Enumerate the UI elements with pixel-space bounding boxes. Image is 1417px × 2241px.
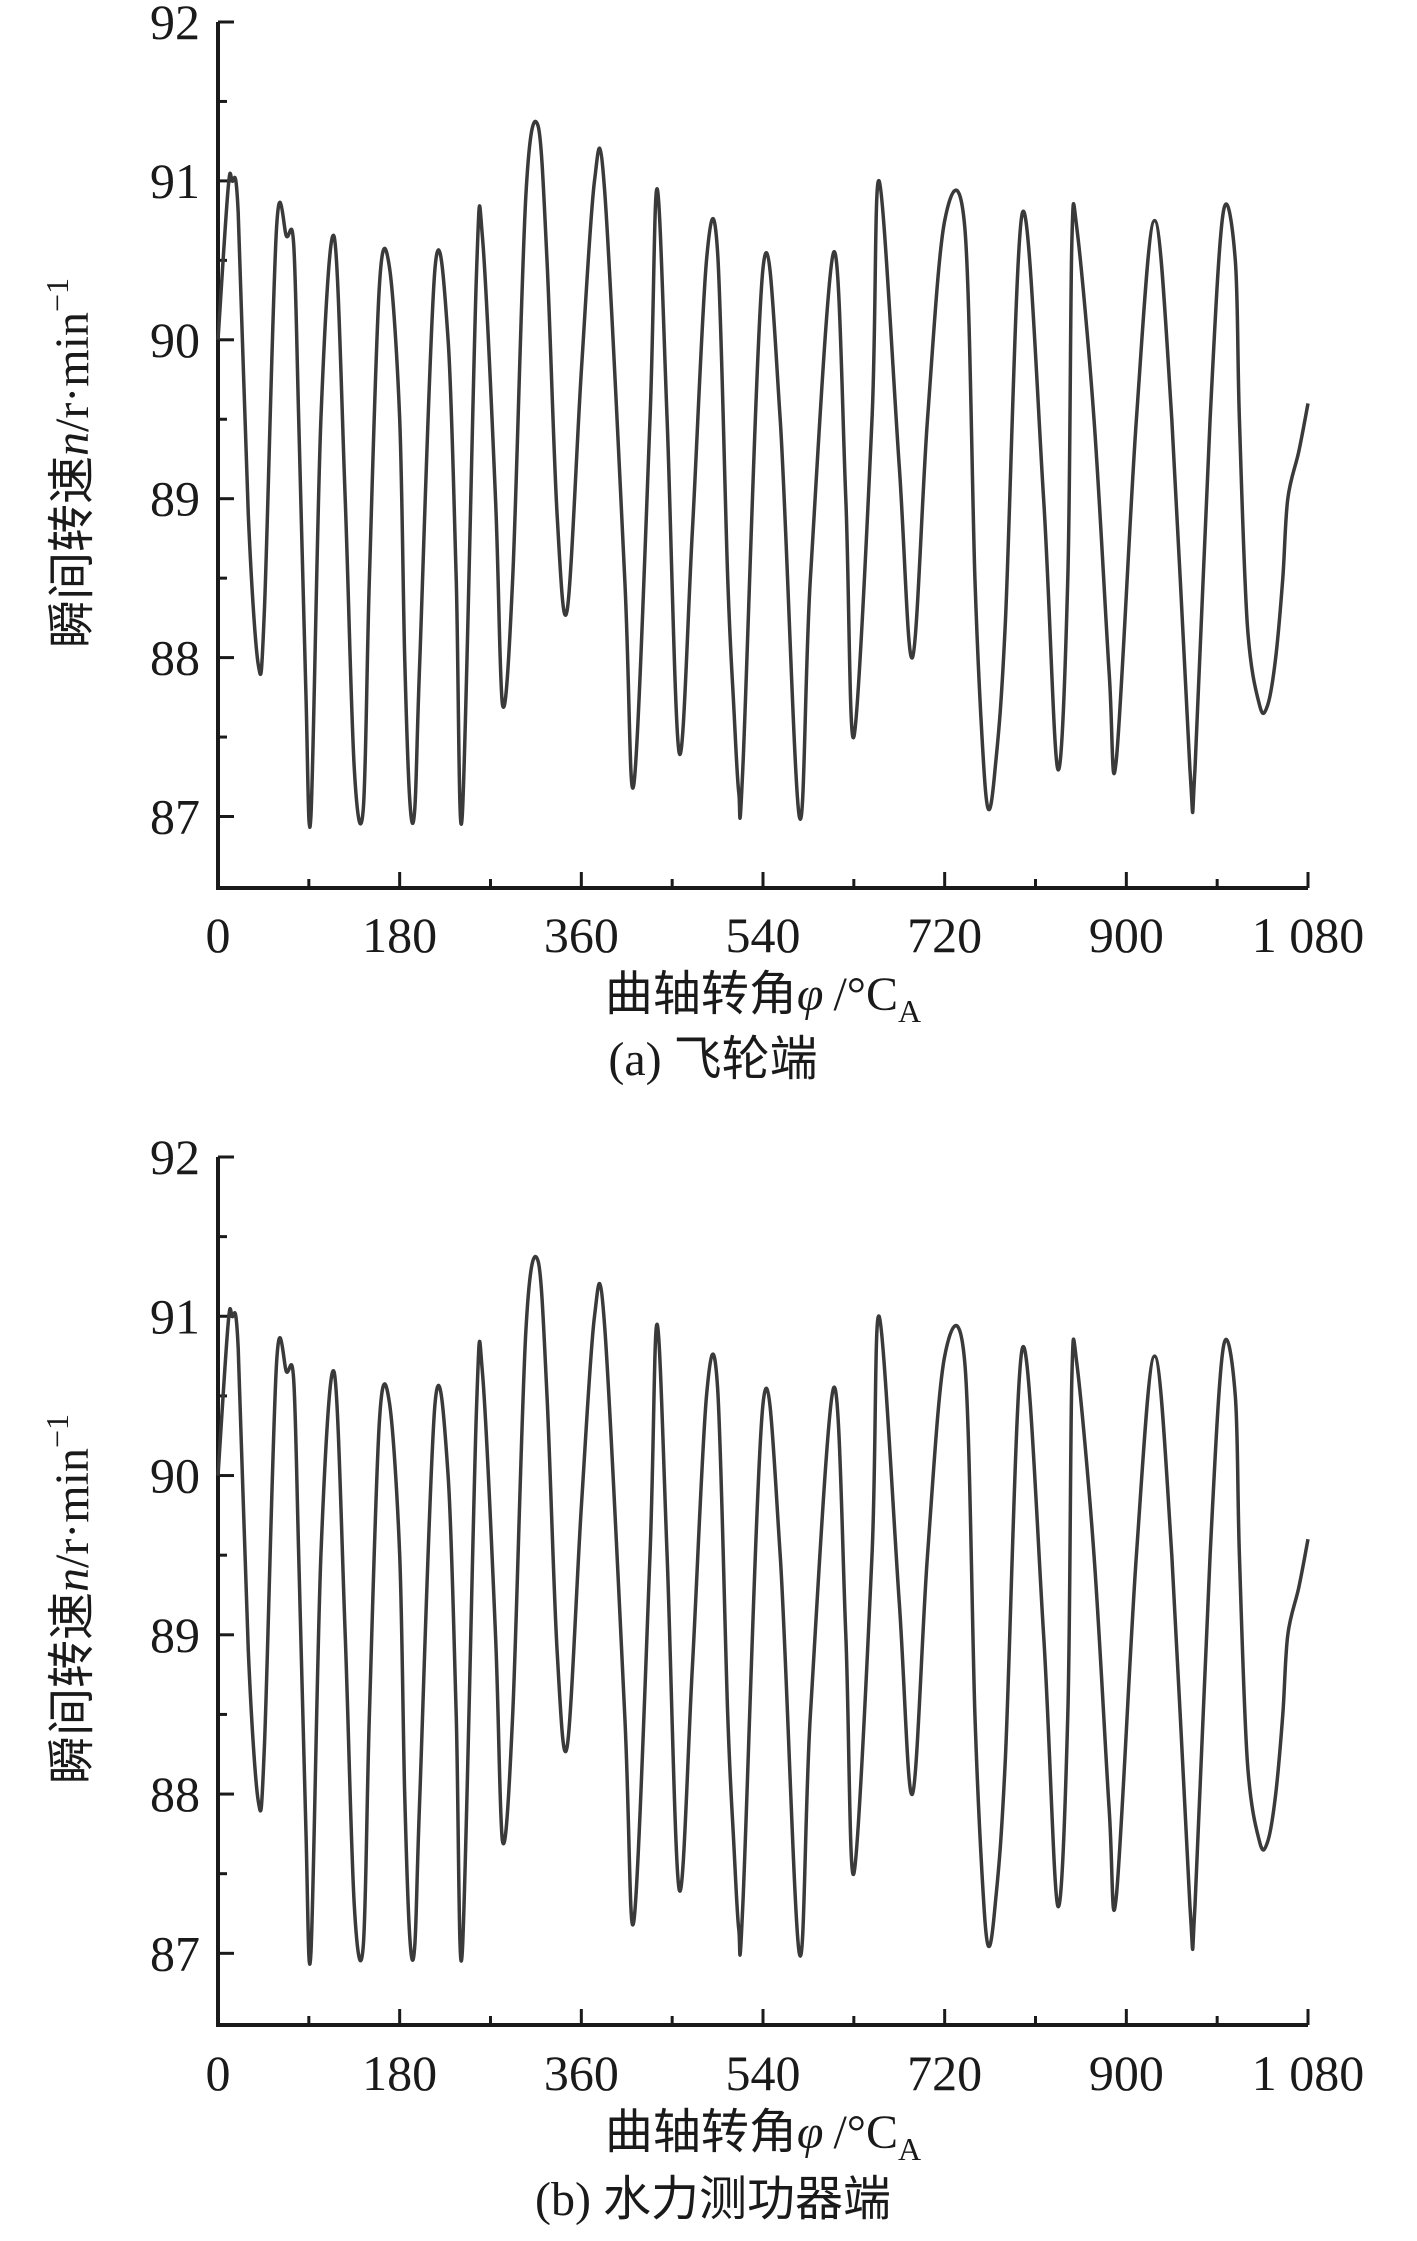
series-line-speed: [216, 119, 1310, 829]
y-tick-label: 91: [150, 1288, 200, 1344]
y-axis-title-symbol: n: [46, 1568, 99, 1592]
x-axis-title-unit: /°C: [833, 968, 898, 1021]
x-axis-title-unit: /°C: [833, 2106, 898, 2159]
y-tick-label: 90: [150, 1448, 200, 1504]
x-tick-label: 720: [907, 907, 982, 963]
y-tick-label: 88: [150, 630, 200, 686]
x-tick-label: 720: [907, 2045, 982, 2101]
x-tick-label: 1 080: [1252, 907, 1365, 963]
x-tick-label: 0: [206, 2045, 231, 2101]
y-axis-title-unit: /r·min: [46, 1448, 99, 1568]
x-tick-label: 360: [544, 907, 619, 963]
y-axis-title-symbol: n: [46, 432, 99, 456]
x-tick-label: 900: [1089, 2045, 1164, 2101]
y-tick-label: 88: [150, 1766, 200, 1822]
x-axis-title-subscript: A: [898, 993, 921, 1029]
chart-panel-a: 87 88 89 90 91 92 0 180 360 540 720 900 1 080 曲轴转角φ/°…: [39, 0, 1364, 1086]
y-tick-label: 89: [150, 471, 200, 527]
x-axis-title: 曲轴转角φ/°CA: [605, 968, 921, 1029]
x-tick-label: 540: [726, 907, 801, 963]
x-axis-title-symbol: φ: [797, 2106, 824, 2159]
chart-caption: (a) 飞轮端: [608, 1033, 817, 1086]
y-axis-title: 瞬间转速n/r·min−1: [39, 278, 99, 648]
y-tick-label: 92: [150, 0, 200, 50]
x-tick-label: 900: [1089, 907, 1164, 963]
y-tick-label: 90: [150, 312, 200, 368]
x-tick-label: 360: [544, 2045, 619, 2101]
y-tick-label: 87: [150, 1925, 200, 1981]
x-tick-label: 180: [362, 2045, 437, 2101]
y-axis-title-main: 瞬间转速: [46, 1592, 99, 1784]
x-tick-label: 540: [726, 2045, 801, 2101]
x-axis-title-main: 曲轴转角: [605, 2106, 797, 2159]
x-axis-title: 曲轴转角φ/°CA: [605, 2106, 921, 2167]
x-axis-title-main: 曲轴转角: [605, 968, 797, 1021]
series-line-speed: [216, 1254, 1310, 1966]
y-axis-title-superscript: −1: [39, 278, 75, 312]
x-axis-title-symbol: φ: [797, 968, 824, 1021]
y-axis-title-unit: /r·min: [46, 312, 99, 432]
y-tick-label: 92: [150, 1129, 200, 1185]
y-tick-label: 91: [150, 153, 200, 209]
x-tick-label: 0: [206, 907, 231, 963]
chart-panel-b: 87 88 89 90 91 92 0 180 360 540 720 900 1 080 曲轴转角φ/°…: [39, 1129, 1364, 2226]
y-axis-title: 瞬间转速n/r·min−1: [39, 1414, 99, 1784]
chart-caption: (b) 水力测功器端: [535, 2173, 891, 2226]
y-axis-title-main: 瞬间转速: [46, 456, 99, 648]
y-axis-title-superscript: −1: [39, 1414, 75, 1448]
x-tick-label: 1 080: [1252, 2045, 1365, 2101]
y-tick-label: 87: [150, 788, 200, 844]
x-tick-label: 180: [362, 907, 437, 963]
y-tick-label: 89: [150, 1607, 200, 1663]
x-axis-title-subscript: A: [898, 2131, 921, 2167]
